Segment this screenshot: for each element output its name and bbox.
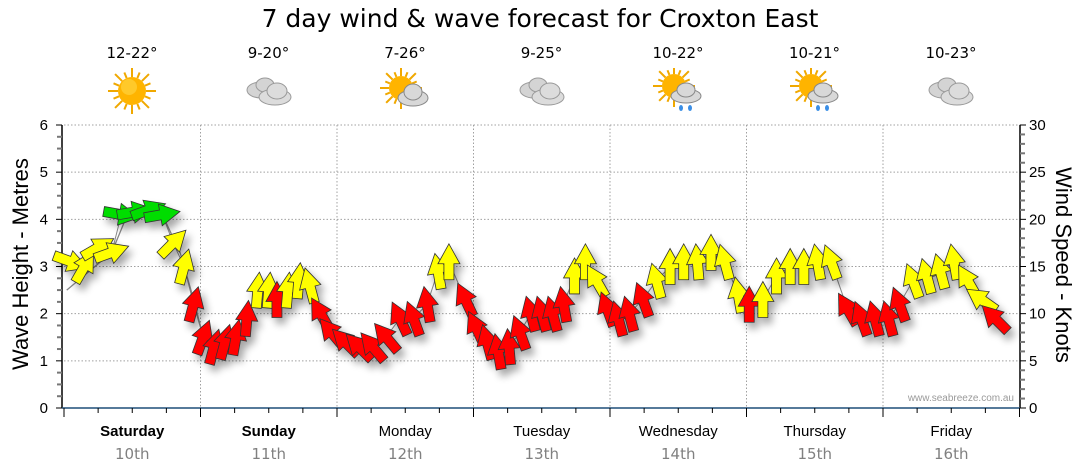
y-right-tick-label: 5 [1029,353,1037,370]
showers-icon [610,68,746,114]
wind-arrow-moderate [672,242,696,281]
y-right-tick-label: 30 [1029,117,1046,134]
temperature-range: 7-26° [384,44,426,62]
x-date-label: 16th [934,445,968,463]
watermark: www.seabreeze.com.au [907,393,1014,404]
day-forecast-header: 12-22° [64,44,200,114]
x-date-label: 14th [661,445,695,463]
y-right-tick-label: 20 [1029,211,1046,228]
wind-arrow-light [531,295,554,333]
x-day-label: Wednesday [639,423,718,440]
partly-cloudy-icon [337,68,473,114]
wind-arrow-light [374,322,403,355]
y-right-tick-label: 25 [1029,164,1046,181]
day-forecast-header: 7-26° [337,44,473,114]
wind-arrow-light [509,314,532,352]
temperature-range: 10-23° [925,44,977,62]
cloudy-icon [883,68,1019,114]
wind-arrow-moderate [437,242,461,281]
wind-arrow-moderate [751,280,775,318]
wind-arrow-light [981,305,1012,336]
wind-arrow-light [181,286,205,324]
cloudy-icon [474,68,610,114]
day-forecast-header: 10-21° [747,44,883,114]
wind-arrow-moderate [902,262,925,300]
y-right-tick-label: 15 [1029,259,1046,276]
chart-title: 7 day wind & wave forecast for Croxton E… [261,4,819,33]
x-date-label: 10th [115,445,149,463]
wind-arrow-light [520,295,543,333]
wind-arrow-moderate [778,247,802,285]
wind-arrows [51,199,1012,371]
wind-arrow-light [864,300,887,338]
day-forecast-header: 10-22° [610,44,746,114]
temperature-range: 9-20° [247,44,290,62]
wind-arrow-moderate [699,233,723,271]
wind-arrow-light [618,295,642,333]
wind-arrow-moderate [714,243,737,281]
wind-arrow-light [632,281,655,319]
wind-arrow-light [552,285,576,324]
showers-icon [747,68,883,114]
wind-arrow-light [416,285,440,324]
y-right-tick-label: 0 [1029,400,1037,417]
x-date-label: 12th [388,445,422,463]
y-axis-right-title: Wind Speed - Knots [1051,167,1076,363]
x-date-label: 15th [798,445,832,463]
wind-arrow-moderate [806,243,830,281]
wind-arrow-moderate [929,253,953,291]
wind-arrow-fresh [143,203,181,227]
x-day-label: Saturday [100,423,165,440]
x-day-label: Monday [379,423,433,440]
wind-arrow-light [191,319,214,357]
sunny-icon [64,68,200,114]
wind-arrow-moderate [172,248,195,286]
wind-arrow-moderate [645,262,669,300]
y-left-tick-label: 3 [40,259,48,276]
day-forecast-header: 9-25° [474,44,610,114]
wind-arrow-light [889,286,912,324]
y-axis-left-title: Wave Height - Metres [8,158,33,370]
x-day-label: Friday [930,423,972,440]
y-left-tick-label: 5 [40,164,48,181]
wind-arrow-light [403,300,426,338]
cloudy-icon [201,68,337,114]
y-left-tick-label: 0 [40,400,48,417]
x-day-label: Thursday [783,423,846,440]
x-date-label: 13th [525,445,559,463]
axes: 0 1 2 3 4 5 6 0 5 10 15 20 25 30 Saturday 10th Sunday 11t… [40,117,1046,463]
wind-arrow-light [455,282,478,319]
temperature-range: 9-25° [520,44,563,62]
y-left-tick-label: 1 [40,353,48,370]
wind-arrow-moderate [92,242,130,265]
wind-arrow-moderate [586,264,611,300]
grid-lines [64,124,1020,408]
wind-arrow-light [851,300,873,338]
day-forecast-header: 9-20° [201,44,337,114]
y-left-tick-label: 4 [40,211,48,228]
wind-arrow-light [235,299,259,338]
x-date-label: 11th [252,445,286,463]
wind-arrow-light [497,327,521,366]
x-day-label: Tuesday [513,423,570,440]
y-left-tick-label: 2 [40,306,48,323]
temperature-range: 10-22° [652,44,704,62]
day-forecast-header: 10-23° [883,44,1019,114]
temperature-range: 10-21° [788,44,841,62]
wind-arrow-moderate [916,257,939,296]
wind-arrow-moderate [562,257,587,295]
wind-arrow-moderate [156,229,187,260]
x-day-label: Sunday [242,423,297,440]
temperature-range: 12-22° [106,44,158,62]
y-left-tick-label: 6 [40,117,48,134]
wind-arrow-light [390,301,413,338]
y-right-tick-label: 10 [1029,306,1046,323]
wind-arrow-moderate [820,244,843,281]
wind-arrow-light [360,332,389,365]
wind-arrow-moderate [299,267,322,305]
